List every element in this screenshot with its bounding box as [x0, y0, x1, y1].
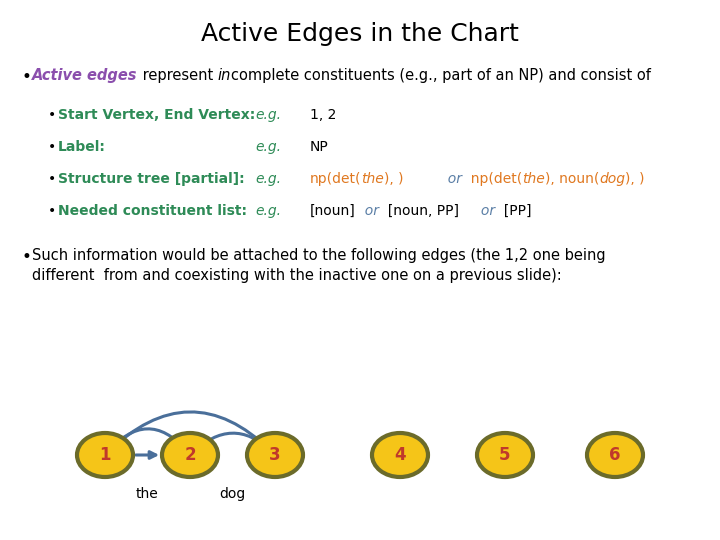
Text: •: • [48, 140, 56, 154]
Text: different  from and coexisting with the inactive one on a previous slide):: different from and coexisting with the i… [32, 268, 562, 283]
Text: [noun]: [noun] [310, 204, 356, 218]
Text: e.g.: e.g. [255, 204, 281, 218]
Text: represent: represent [138, 68, 217, 83]
Text: •: • [22, 248, 32, 266]
Text: or: or [404, 172, 462, 186]
Text: Label:: Label: [58, 140, 106, 154]
Text: 3: 3 [269, 446, 281, 464]
Text: 2: 2 [184, 446, 196, 464]
FancyArrowPatch shape [192, 433, 271, 453]
Text: e.g.: e.g. [255, 108, 281, 122]
FancyArrowPatch shape [107, 429, 186, 453]
Text: complete constituents (e.g., part of an NP) and consist of: complete constituents (e.g., part of an … [230, 68, 651, 83]
Text: e.g.: e.g. [255, 172, 281, 186]
Text: Active edges: Active edges [32, 68, 138, 83]
Ellipse shape [247, 433, 303, 477]
Text: np(det(: np(det( [462, 172, 522, 186]
Ellipse shape [77, 433, 133, 477]
Text: 4: 4 [394, 446, 406, 464]
Text: •: • [48, 108, 56, 122]
Text: or: or [356, 204, 379, 218]
Text: •: • [48, 172, 56, 186]
Text: Needed constituent list:: Needed constituent list: [58, 204, 247, 218]
FancyArrowPatch shape [107, 412, 271, 453]
Text: in: in [217, 68, 230, 83]
Text: ), ): ), ) [384, 172, 404, 186]
Ellipse shape [587, 433, 643, 477]
Text: e.g.: e.g. [255, 140, 281, 154]
Text: ), ): ), ) [625, 172, 644, 186]
Text: •: • [22, 68, 32, 86]
Text: the: the [361, 172, 384, 186]
Text: Active Edges in the Chart: Active Edges in the Chart [201, 22, 519, 46]
Text: the: the [135, 487, 158, 501]
FancyArrowPatch shape [136, 451, 156, 458]
Text: np(det(: np(det( [310, 172, 361, 186]
Text: Structure tree [partial]:: Structure tree [partial]: [58, 172, 245, 186]
Text: •: • [48, 204, 56, 218]
Text: 1, 2: 1, 2 [310, 108, 336, 122]
Ellipse shape [372, 433, 428, 477]
Text: the: the [522, 172, 545, 186]
Text: [PP]: [PP] [495, 204, 531, 218]
Text: Such information would be attached to the following edges (the 1,2 one being: Such information would be attached to th… [32, 248, 606, 263]
Text: or: or [459, 204, 495, 218]
Text: ), noun(: ), noun( [545, 172, 599, 186]
Text: 1: 1 [99, 446, 111, 464]
Text: Start Vertex, End Vertex:: Start Vertex, End Vertex: [58, 108, 256, 122]
Ellipse shape [162, 433, 218, 477]
Text: [noun, PP]: [noun, PP] [379, 204, 459, 218]
Text: 5: 5 [499, 446, 510, 464]
Text: dog: dog [219, 487, 245, 501]
Text: NP: NP [310, 140, 329, 154]
Text: dog: dog [599, 172, 625, 186]
Text: 6: 6 [609, 446, 621, 464]
Ellipse shape [477, 433, 533, 477]
